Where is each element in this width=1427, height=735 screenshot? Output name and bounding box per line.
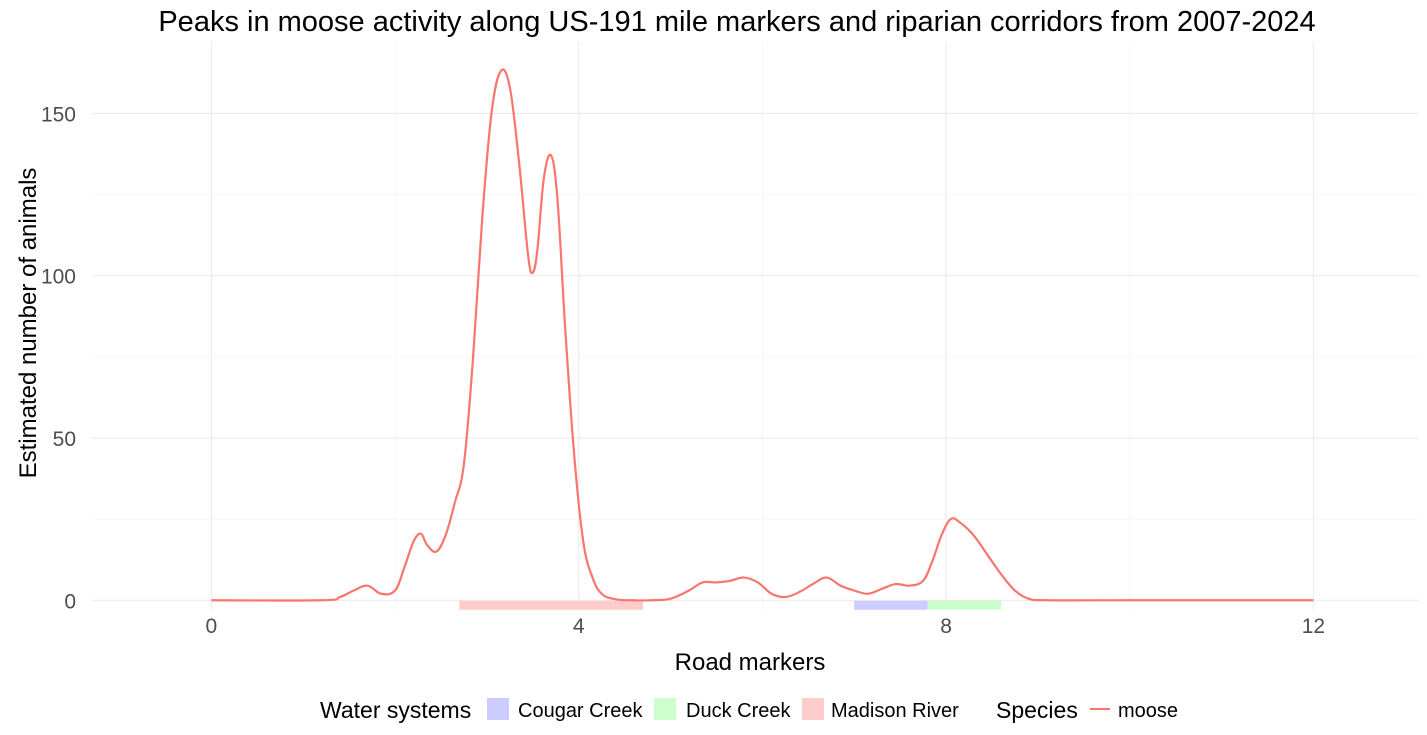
- x-tick-label: 0: [206, 615, 218, 638]
- grid: [92, 42, 1419, 610]
- x-axis-title: Road markers: [675, 649, 826, 676]
- legend-label-moose: moose: [1118, 700, 1178, 722]
- legend-title-species: Species: [996, 697, 1078, 723]
- legend-label-duck-creek: Duck Creek: [686, 700, 791, 722]
- legend-label-cougar-creek: Cougar Creek: [518, 700, 644, 722]
- x-tick-label: 12: [1302, 615, 1325, 638]
- band-duck-creek: [927, 600, 1002, 610]
- legend-key-duck-creek: [654, 698, 676, 720]
- series-layer: [211, 68, 1314, 602]
- band-madison-river: [459, 600, 644, 610]
- y-tick-label: 50: [53, 428, 76, 451]
- series-line-moose: [211, 68, 1314, 602]
- y-tick-label: 100: [41, 266, 76, 289]
- legend-key-madison-river: [802, 698, 824, 720]
- band-cougar-creek: [854, 600, 928, 610]
- x-tick-label: 4: [573, 615, 585, 638]
- legend-title-water-systems: Water systems: [320, 697, 471, 723]
- x-axis-ticks: 0 4 8 12: [206, 615, 1326, 638]
- y-tick-label: 0: [64, 590, 76, 613]
- legend: Water systems Cougar Creek Duck Creek Ma…: [320, 697, 1178, 723]
- y-tick-label: 150: [41, 103, 76, 126]
- legend-label-madison-river: Madison River: [831, 700, 959, 722]
- chart-title: Peaks in moose activity along US-191 mil…: [158, 6, 1315, 38]
- water-system-bands: [459, 600, 1002, 610]
- y-axis-ticks: 0 50 100 150: [41, 103, 76, 613]
- y-axis-title: Estimated number of animals: [15, 168, 42, 479]
- x-tick-label: 8: [940, 615, 952, 638]
- legend-key-cougar-creek: [487, 698, 509, 720]
